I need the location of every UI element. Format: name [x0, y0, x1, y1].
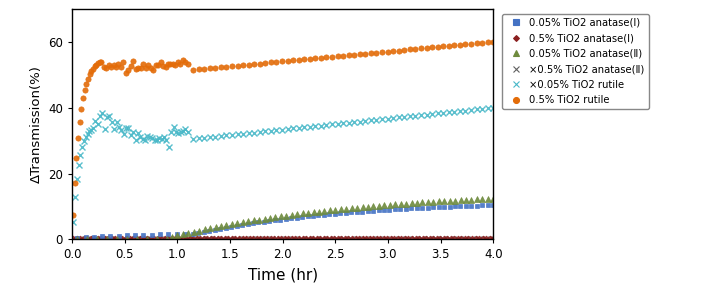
- Legend: 0.05% TiO2 anatase(I), 0.5% TiO2 anatase(I), 0.05% TiO2 anatase(Ⅱ), ×0.5% TiO2 a: 0.05% TiO2 anatase(I), 0.5% TiO2 anatase…: [503, 14, 649, 109]
- Y-axis label: ΔTransmission(%): ΔTransmission(%): [30, 65, 42, 183]
- X-axis label: Time (hr): Time (hr): [248, 267, 318, 282]
